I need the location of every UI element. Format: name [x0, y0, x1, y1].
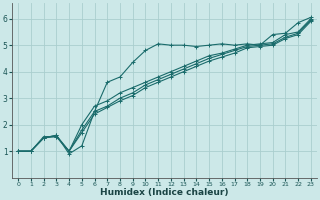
- X-axis label: Humidex (Indice chaleur): Humidex (Indice chaleur): [100, 188, 229, 197]
